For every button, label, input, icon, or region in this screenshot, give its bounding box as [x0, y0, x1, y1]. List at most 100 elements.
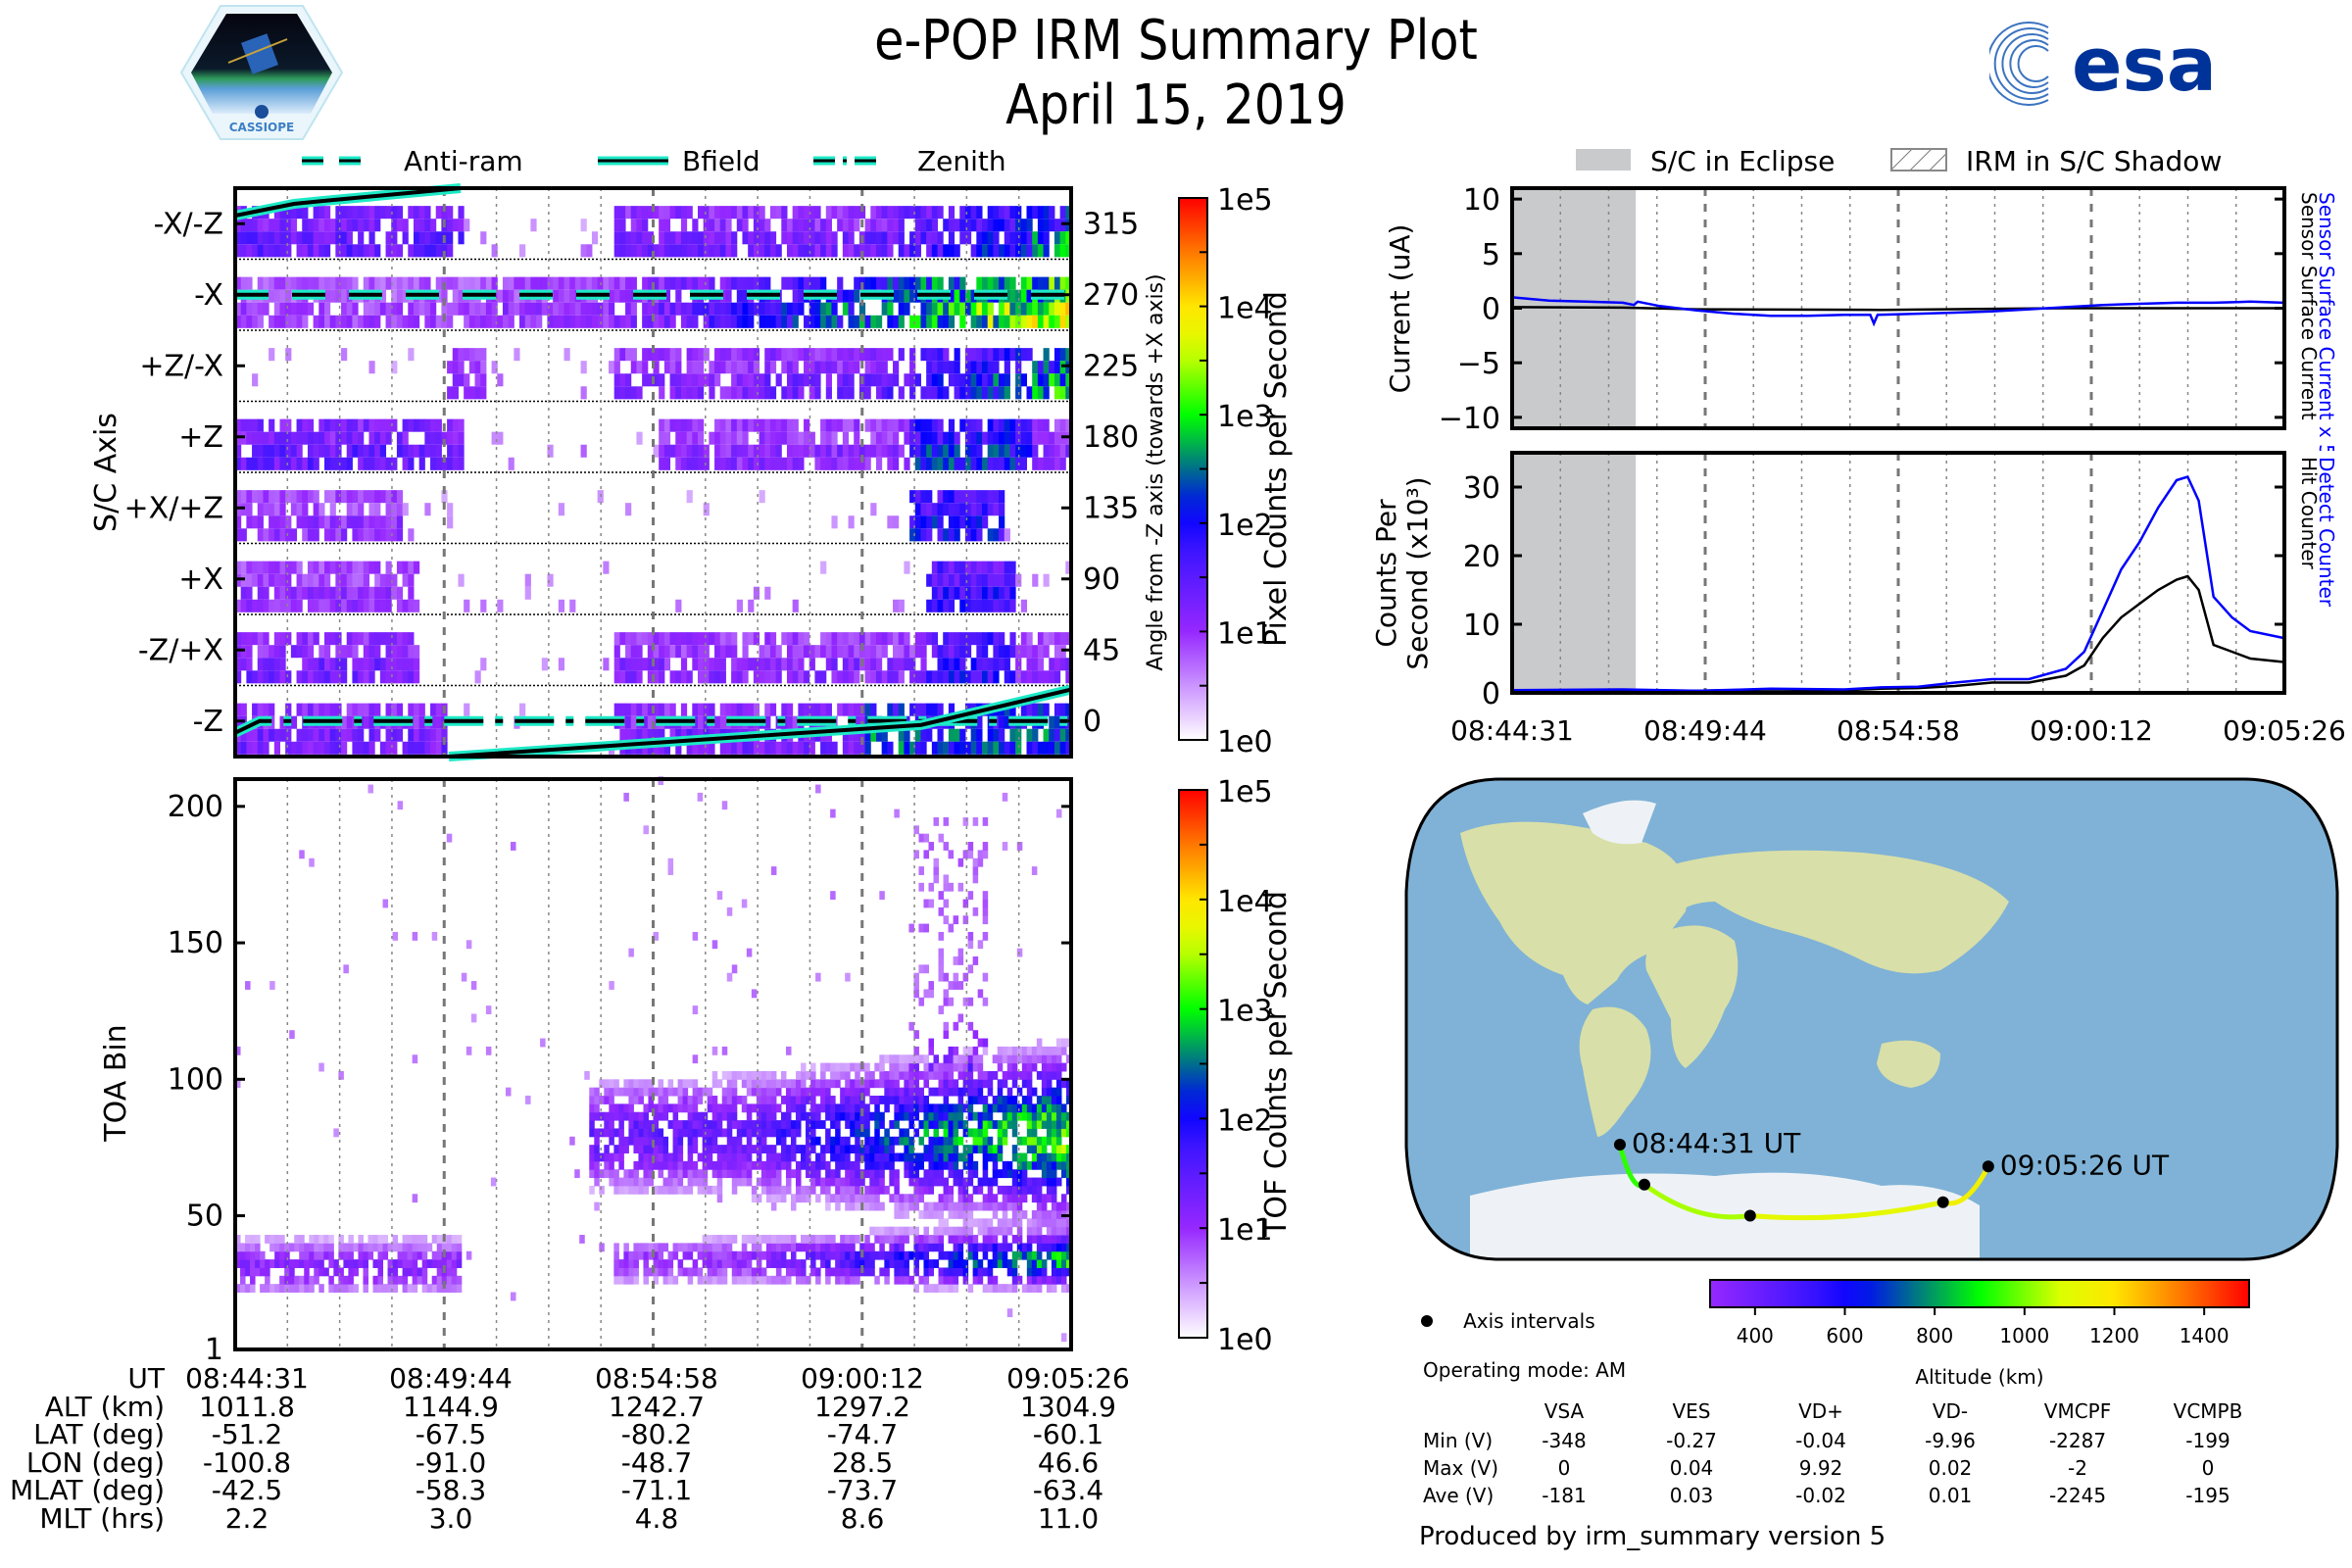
- heatmap-cell: [240, 561, 247, 574]
- heatmap-cell: [431, 931, 438, 941]
- heatmap-cell: [977, 1243, 984, 1252]
- heatmap-cell: [424, 741, 431, 755]
- heatmap-cell: [1059, 276, 1066, 290]
- heatmap-cell: [845, 1250, 851, 1260]
- heatmap-cell: [609, 1177, 614, 1187]
- heatmap-cell: [296, 515, 303, 529]
- heatmap-cell: [970, 206, 977, 220]
- heatmap-cell: [1049, 444, 1055, 458]
- heatmap-cell: [864, 457, 871, 470]
- heatmap-cell: [569, 1136, 575, 1146]
- heatmap-cell: [647, 315, 654, 328]
- heatmap-cell: [972, 1201, 979, 1211]
- heatmap-cell: [815, 1194, 821, 1203]
- heatmap-cell: [848, 741, 855, 755]
- heatmap-cell: [599, 1079, 605, 1089]
- heatmap-cell: [765, 1194, 772, 1203]
- heatmap-cell: [780, 1259, 787, 1268]
- heatmap-cell: [870, 206, 877, 220]
- heatmap-cell: [959, 599, 966, 612]
- heatmap-cell: [307, 515, 315, 529]
- heatmap-cell: [346, 715, 353, 729]
- heatmap-cell: [647, 670, 654, 684]
- heatmap-cell: [235, 444, 242, 458]
- heatmap-cell: [840, 1275, 846, 1285]
- heatmap-cell: [982, 490, 989, 504]
- heatmap-cell: [697, 1169, 704, 1179]
- heatmap-cell: [742, 418, 749, 432]
- heatmap-cell: [682, 1250, 689, 1260]
- heatmap-cell: [913, 1054, 919, 1064]
- heatmap-cell: [948, 276, 956, 290]
- heatmap-cell: [672, 1087, 679, 1097]
- heatmap-cell: [775, 302, 782, 316]
- heatmap-cell: [313, 276, 319, 290]
- heatmap-cell: [970, 632, 977, 646]
- heatmap-cell: [913, 1062, 919, 1072]
- heatmap-cell: [948, 431, 956, 445]
- heatmap-cell: [987, 373, 994, 387]
- heatmap-cell: [1049, 715, 1055, 729]
- heatmap-cell: [943, 1120, 950, 1129]
- heatmap-cell: [864, 1250, 870, 1260]
- heatmap-cell: [464, 315, 470, 328]
- heatmap-cell: [970, 315, 977, 328]
- heatmap-cell: [786, 418, 794, 432]
- heatmap-cell: [363, 418, 369, 432]
- heatmap-cell: [313, 503, 319, 516]
- heatmap-cell: [458, 457, 465, 470]
- heatmap-cell: [848, 373, 855, 387]
- heatmap-cell: [374, 206, 381, 220]
- heatmap-cell: [928, 989, 935, 999]
- heatmap-cell: [923, 1054, 929, 1064]
- heatmap-cell: [255, 1235, 261, 1244]
- heatmap-cell: [864, 1070, 870, 1080]
- heatmap-cell: [447, 244, 454, 258]
- heatmap-cell: [692, 1177, 699, 1187]
- heatmap-cell: [999, 457, 1005, 470]
- heatmap-cell: [815, 1275, 821, 1285]
- heatmap-cell: [830, 1096, 836, 1104]
- heatmap-cell: [741, 1145, 748, 1154]
- heatmap-cell: [667, 1259, 674, 1268]
- heatmap-cell: [970, 431, 977, 445]
- heatmap-cell: [368, 728, 375, 742]
- heatmap-cell: [962, 1194, 969, 1203]
- heatmap-cell: [948, 515, 956, 529]
- heatmap-cell: [618, 1136, 624, 1146]
- heatmap-cell: [716, 1111, 723, 1121]
- heatmap-cell: [290, 276, 298, 290]
- heatmap-cell: [692, 931, 699, 941]
- heatmap-cell: [957, 1103, 964, 1113]
- heatmap-cell: [756, 1250, 762, 1260]
- heatmap-cell: [368, 670, 375, 684]
- heatmap-cell: [659, 206, 665, 220]
- heatmap-cell: [765, 1185, 772, 1195]
- heatmap-cell: [825, 1136, 831, 1146]
- heatmap-cell: [491, 315, 498, 328]
- heatmap-cell: [594, 1111, 600, 1121]
- heatmap-cell: [408, 703, 415, 716]
- heatmap-cell: [613, 1275, 619, 1285]
- heatmap-cell: [1009, 431, 1016, 445]
- heatmap-cell: [931, 206, 939, 220]
- heatmap-cell: [957, 956, 964, 965]
- heatmap-cell: [954, 431, 960, 445]
- heatmap-cell: [770, 1185, 777, 1195]
- heatmap-cell: [913, 1185, 919, 1195]
- heatmap-cell: [953, 1267, 959, 1277]
- heatmap-cell: [904, 1145, 909, 1154]
- heatmap-cell: [1037, 361, 1045, 374]
- heatmap-cell: [289, 1259, 295, 1268]
- heatmap-cell: [753, 586, 760, 600]
- heatmap-cell: [993, 645, 1000, 659]
- heatmap-cell: [307, 741, 315, 755]
- heatmap-cell: [252, 457, 259, 470]
- heatmap-cell: [658, 1267, 664, 1277]
- heatmap-cell: [982, 1160, 989, 1170]
- heatmap-cell: [628, 1136, 634, 1146]
- heatmap-cell: [594, 1128, 600, 1138]
- heatmap-cell: [569, 315, 576, 328]
- heatmap-cell: [820, 741, 827, 755]
- heatmap-cell: [976, 361, 983, 374]
